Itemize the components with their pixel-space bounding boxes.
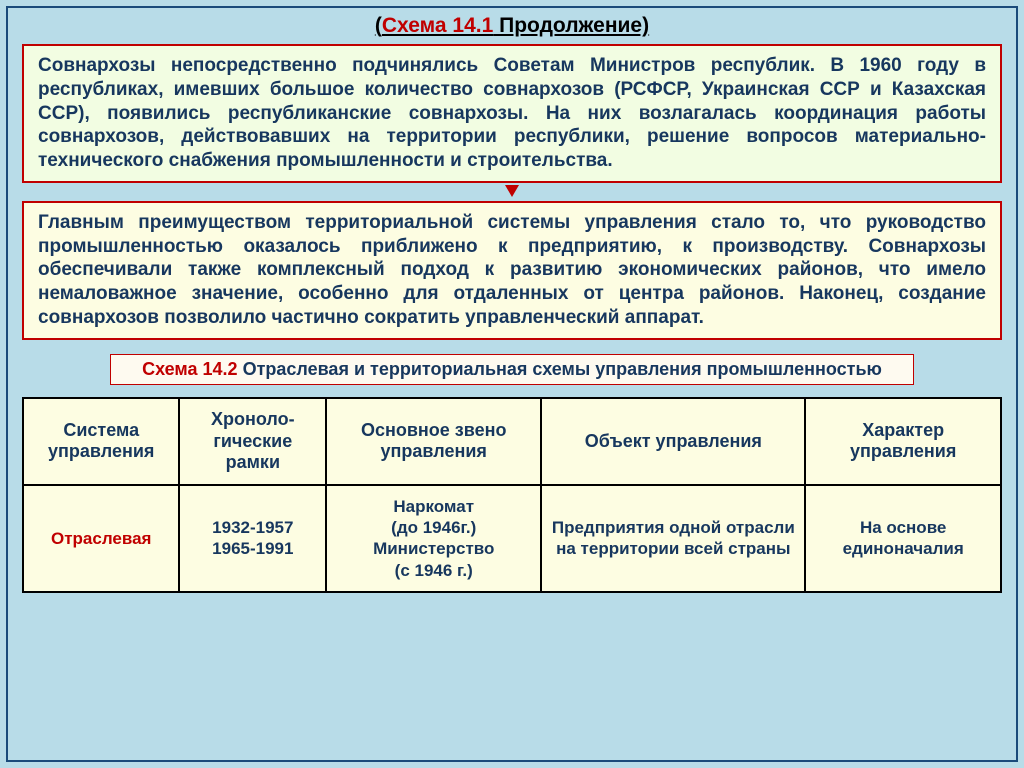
cell-main-link-l4: (с 1946 г.) bbox=[395, 561, 473, 580]
th-timeframe: Хроноло-гические рамки bbox=[179, 398, 326, 485]
th-system: Система управления bbox=[23, 398, 179, 485]
schema-14-2-label: Схема 14.2 Отраслевая и территориальная … bbox=[110, 354, 914, 386]
cell-character: На основе единоначалия bbox=[805, 485, 1001, 592]
cell-main-link-l2: (до 1946г.) bbox=[391, 518, 476, 537]
th-main-link: Основное звено управления bbox=[326, 398, 541, 485]
table-row: Отраслевая 1932-1957 1965-1991 Наркомат … bbox=[23, 485, 1001, 592]
cell-timeframe-line1: 1932-1957 bbox=[212, 518, 293, 537]
cell-main-link: Наркомат (до 1946г.) Министерство (с 194… bbox=[326, 485, 541, 592]
info-box-1: Совнархозы непосредственно подчинялись С… bbox=[22, 44, 1002, 183]
title-open-paren: ( bbox=[375, 14, 382, 37]
cell-object: Предприятия одной отрасли на территории … bbox=[541, 485, 805, 592]
cell-timeframe: 1932-1957 1965-1991 bbox=[179, 485, 326, 592]
slide-title: (Схема 14.1 Продолжение) bbox=[22, 14, 1002, 38]
slide-frame: (Схема 14.1 Продолжение) Совнархозы непо… bbox=[6, 6, 1018, 762]
down-arrow-icon bbox=[505, 185, 519, 197]
comparison-table: Система управления Хроноло-гические рамк… bbox=[22, 397, 1002, 593]
info-box-2: Главным преимуществом территориальной си… bbox=[22, 201, 1002, 340]
th-object: Объект управления bbox=[541, 398, 805, 485]
th-character: Характер управления bbox=[805, 398, 1001, 485]
cell-main-link-l3: Министерство bbox=[373, 539, 494, 558]
arrow-connector bbox=[22, 187, 1002, 201]
info-box-1-text: Совнархозы непосредственно подчинялись С… bbox=[38, 55, 986, 171]
info-box-2-text: Главным преимуществом территориальной си… bbox=[38, 212, 986, 328]
title-continuation: Продолжение) bbox=[493, 14, 649, 37]
table-header-row: Система управления Хроноло-гические рамк… bbox=[23, 398, 1001, 485]
cell-main-link-l1: Наркомат bbox=[393, 497, 474, 516]
cell-system: Отраслевая bbox=[23, 485, 179, 592]
cell-timeframe-line2: 1965-1991 bbox=[212, 539, 293, 558]
schema-14-2-number: Схема 14.2 bbox=[142, 359, 237, 379]
title-schema-ref: Схема 14.1 bbox=[382, 14, 493, 37]
schema-14-2-title: Отраслевая и территориальная схемы управ… bbox=[238, 359, 882, 379]
